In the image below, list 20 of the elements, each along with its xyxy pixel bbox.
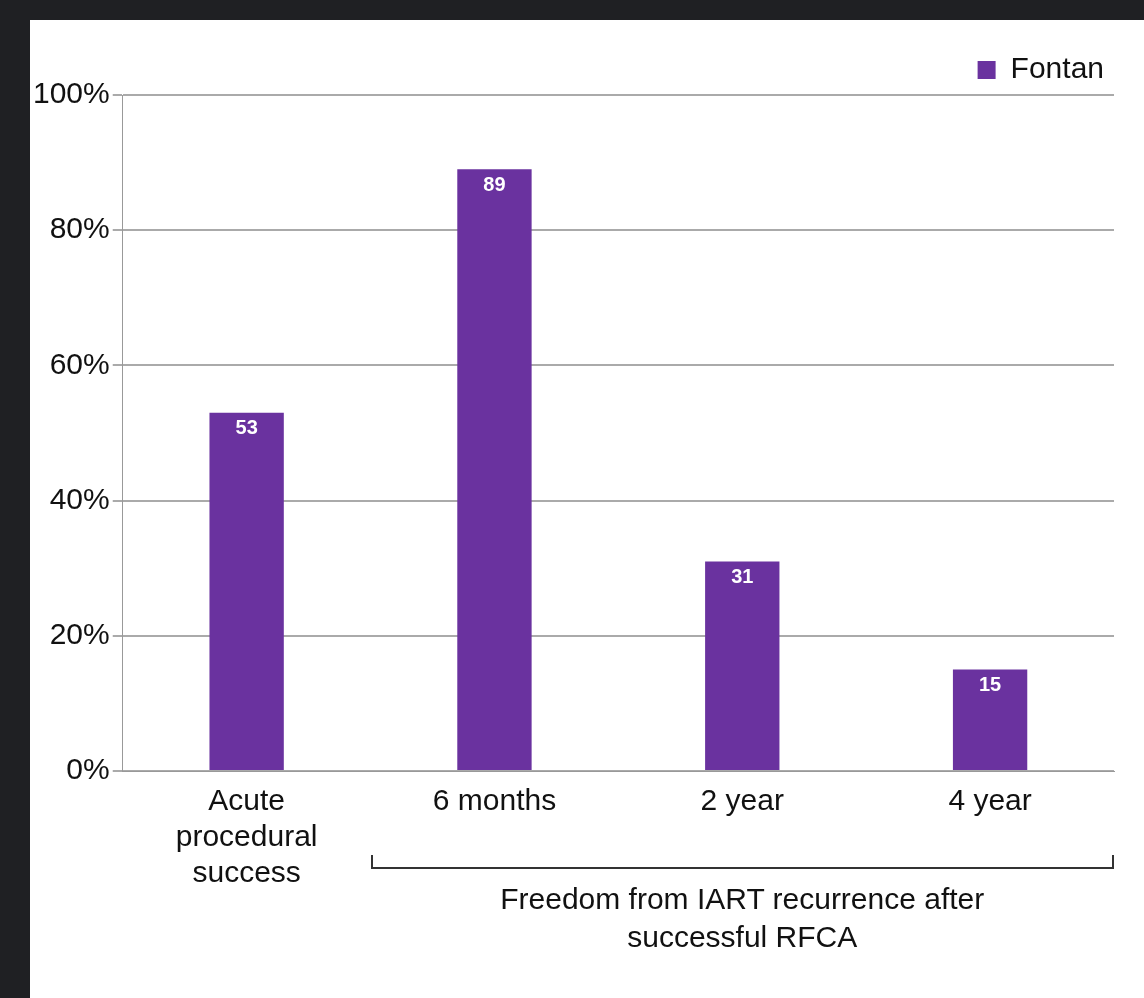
data-label: 53 xyxy=(235,416,258,439)
x-tick-label: 4 year xyxy=(948,783,1032,817)
bar xyxy=(209,412,284,770)
y-tick-label: 100% xyxy=(32,76,110,110)
x-tick-label: 2 year xyxy=(700,783,784,817)
y-tick-label: 0% xyxy=(66,752,110,786)
bar xyxy=(952,669,1028,770)
bar xyxy=(457,169,532,770)
legend-label: Fontan xyxy=(1010,51,1105,85)
y-tick-label: 40% xyxy=(49,481,110,515)
data-label: 89 xyxy=(483,172,506,195)
data-label: 31 xyxy=(731,564,754,587)
y-tick-label: 60% xyxy=(49,346,110,380)
y-tick-label: 80% xyxy=(49,211,110,245)
x-tick-label: 6 months xyxy=(432,783,557,817)
bar xyxy=(705,561,780,770)
x-tick-label: Acute procedural success xyxy=(175,783,318,889)
data-label: 15 xyxy=(978,673,1002,696)
text: Freedom from IART recurrence after successful RFCA xyxy=(499,881,986,955)
y-tick-label: 20% xyxy=(49,617,110,651)
